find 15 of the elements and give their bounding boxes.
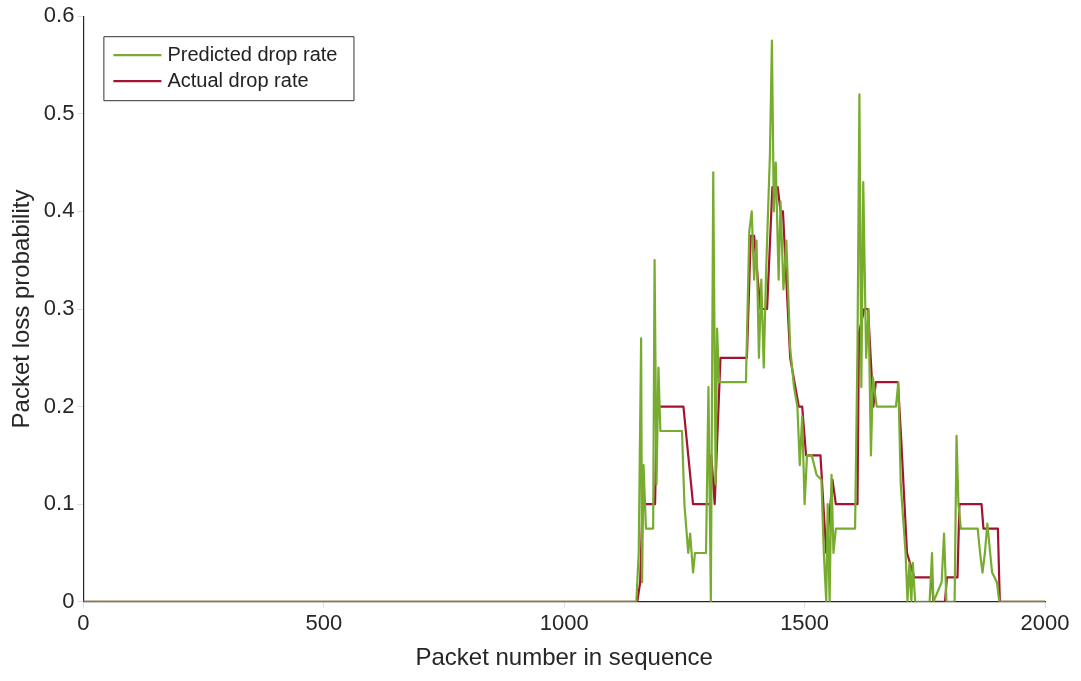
y-tick-label: 0.3	[43, 295, 75, 321]
y-tick-label: 0.4	[43, 197, 75, 223]
x-tick-label: 1500	[780, 610, 830, 636]
legend-label: Actual drop rate	[167, 68, 309, 91]
y-tick-label: 0.6	[43, 2, 75, 28]
x-tick-label: 500	[305, 610, 343, 636]
x-tick-label: 2000	[1020, 610, 1070, 636]
x-axis-title: Packet number in sequence	[415, 643, 713, 671]
y-tick-label: 0	[62, 587, 75, 613]
x-tick-label: 1000	[539, 610, 589, 636]
y-tick-label: 0.5	[43, 99, 75, 125]
y-tick-label: 0.1	[43, 490, 75, 516]
y-tick-label: 0.2	[43, 392, 75, 418]
legend-label: Predicted drop rate	[167, 42, 338, 65]
y-axis-title: Packet loss probability	[7, 189, 35, 429]
